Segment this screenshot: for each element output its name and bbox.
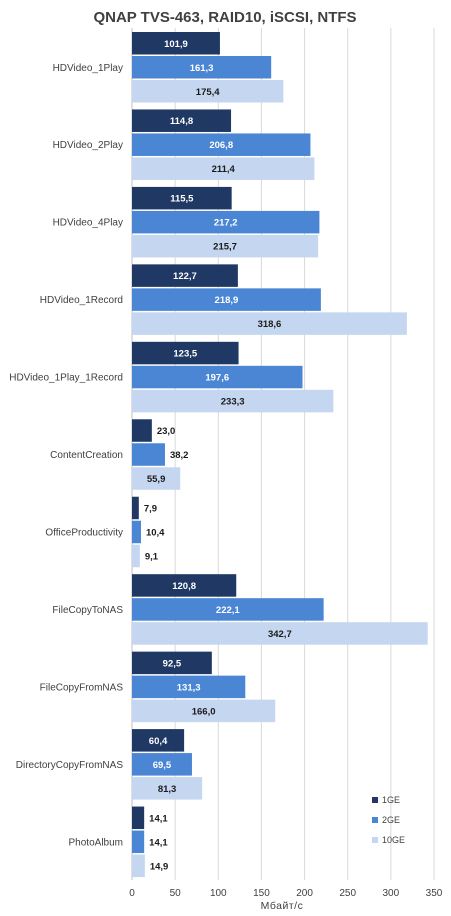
bar-2GE-DirectoryCopyFromNAS: [132, 753, 192, 776]
bar-10GE-PhotoAlbum: [132, 854, 145, 878]
bar-1GE-OfficeProductivity: [132, 496, 139, 520]
bar-1GE-HDVideo_1Play_1Record: [132, 341, 239, 365]
category-label: FileCopyFromNAS: [40, 682, 124, 693]
data-label-10GE-HDVideo_2Play: 211,4: [212, 164, 236, 175]
x-tick-label: 300: [383, 888, 400, 899]
bar-2GE-FileCopyFromNAS: [132, 675, 246, 699]
bar-1GE-FileCopyToNAS: [132, 574, 237, 597]
bar-10GE-FileCopyFromNAS: [132, 699, 276, 723]
category-label: PhotoAlbum: [69, 837, 123, 848]
bar-2GE-HDVideo_2Play: [132, 133, 311, 156]
data-label-10GE-HDVideo_4Play: 215,7: [213, 242, 237, 253]
bar-10GE-DirectoryCopyFromNAS: [132, 777, 203, 800]
bar-1GE-DirectoryCopyFromNAS: [132, 729, 185, 752]
data-label-1GE-HDVideo_2Play: 114,8: [170, 116, 193, 127]
x-tick-label: 200: [296, 888, 313, 899]
bars: [132, 32, 428, 878]
data-label-10GE-HDVideo_1Play_1Record: 233,3: [221, 397, 245, 408]
data-labels: 101,9 161,3 175,4 114,8 206,8 211,4 115,5 217,2…: [144, 39, 292, 873]
data-label-2GE-HDVideo_2Play: 206,8: [209, 140, 233, 151]
legend-label-10GE: 10GE: [382, 835, 405, 845]
x-axis-title: Мбайт/с: [261, 900, 304, 912]
data-label-1GE-HDVideo_1Play: 101,9: [164, 39, 188, 50]
category-labels: HDVideo_1Play HDVideo_2Play HDVideo_4Play H…: [9, 63, 123, 849]
legend: 1GE 2GE 10GE: [372, 795, 405, 845]
x-tick-label: 150: [253, 888, 270, 899]
data-label-1GE-HDVideo_1Record: 122,7: [173, 271, 197, 282]
legend-label-2GE: 2GE: [382, 815, 400, 825]
bar-10GE-HDVideo_1Play_1Record: [132, 389, 334, 413]
data-label-2GE-HDVideo_1Play: 161,3: [190, 63, 214, 74]
x-tick-label: 100: [210, 888, 227, 899]
data-label-10GE-OfficeProductivity: 9,1: [145, 551, 159, 562]
data-label-10GE-HDVideo_1Play: 175,4: [196, 87, 220, 98]
bar-10GE-OfficeProductivity: [132, 544, 140, 568]
x-tick-label: 50: [170, 888, 182, 899]
category-label: DirectoryCopyFromNAS: [16, 760, 124, 771]
bar-1GE-FileCopyFromNAS: [132, 651, 212, 675]
category-label: ContentCreation: [50, 450, 123, 461]
legend-swatch-2GE: [372, 817, 378, 823]
bar-2GE-ContentCreation: [132, 443, 165, 466]
data-label-1GE-ContentCreation: 23,0: [157, 426, 176, 437]
bar-2GE-HDVideo_1Record: [132, 288, 321, 311]
data-label-1GE-OfficeProductivity: 7,9: [144, 503, 157, 514]
bar-1GE-PhotoAlbum: [132, 806, 145, 830]
data-label-2GE-FileCopyFromNAS: 131,3: [177, 682, 201, 693]
bar-2GE-HDVideo_1Play: [132, 56, 272, 79]
bar-2GE-PhotoAlbum: [132, 830, 145, 854]
bar-2GE-OfficeProductivity: [132, 520, 141, 544]
category-label: OfficeProductivity: [45, 527, 123, 538]
data-label-2GE-ContentCreation: 38,2: [170, 450, 189, 461]
data-label-1GE-PhotoAlbum: 14,1: [149, 813, 168, 824]
x-tick-label: 0: [129, 888, 135, 899]
bar-1GE-HDVideo_4Play: [132, 186, 232, 210]
data-label-2GE-HDVideo_1Play_1Record: 197,6: [205, 373, 229, 384]
x-tick-label: 250: [339, 888, 356, 899]
bar-10GE-ContentCreation: [132, 467, 181, 490]
legend-label-1GE: 1GE: [382, 795, 400, 805]
legend-swatch-10GE: [372, 837, 378, 843]
bar-2GE-HDVideo_4Play: [132, 210, 320, 234]
data-label-2GE-OfficeProductivity: 10,4: [146, 527, 165, 538]
data-label-10GE-HDVideo_1Record: 318,6: [258, 319, 282, 330]
data-label-10GE-ContentCreation: 55,9: [147, 474, 166, 485]
chart-title: QNAP TVS-463, RAID10, iSCSI, NTFS: [93, 9, 356, 26]
data-label-2GE-HDVideo_1Record: 218,9: [215, 295, 239, 306]
data-label-1GE-DirectoryCopyFromNAS: 60,4: [149, 736, 168, 747]
data-label-1GE-HDVideo_4Play: 115,5: [170, 194, 194, 205]
category-label: HDVideo_1Play: [53, 63, 123, 74]
data-label-10GE-FileCopyToNAS: 342,7: [268, 629, 292, 640]
data-label-2GE-PhotoAlbum: 14,1: [149, 837, 168, 848]
bar-2GE-FileCopyToNAS: [132, 598, 324, 621]
bar-1GE-HDVideo_1Record: [132, 264, 238, 287]
data-label-2GE-FileCopyToNAS: 222,1: [216, 605, 240, 616]
data-label-1GE-HDVideo_1Play_1Record: 123,5: [173, 349, 197, 360]
bar-10GE-HDVideo_1Play: [132, 80, 284, 103]
bar-1GE-HDVideo_1Play: [132, 32, 220, 55]
bar-2GE-HDVideo_1Play_1Record: [132, 365, 303, 389]
bar-1GE-ContentCreation: [132, 419, 152, 442]
bar-1GE-HDVideo_2Play: [132, 109, 232, 132]
category-label: HDVideo_1Record: [40, 295, 123, 306]
x-axis-ticks: 0 50 100 150 200 250 300 350: [129, 888, 443, 899]
data-label-10GE-FileCopyFromNAS: 166,0: [192, 706, 216, 717]
data-label-10GE-PhotoAlbum: 14,9: [150, 861, 169, 872]
category-label: HDVideo_2Play: [53, 140, 123, 151]
data-label-10GE-DirectoryCopyFromNAS: 81,3: [158, 784, 177, 795]
data-label-1GE-FileCopyFromNAS: 92,5: [163, 658, 182, 669]
x-tick-label: 350: [426, 888, 443, 899]
legend-swatch-1GE: [372, 797, 378, 803]
data-label-2GE-DirectoryCopyFromNAS: 69,5: [153, 760, 172, 771]
bar-10GE-HDVideo_1Record: [132, 312, 407, 335]
data-label-2GE-HDVideo_4Play: 217,2: [214, 218, 238, 229]
category-label: HDVideo_1Play_1Record: [9, 373, 123, 384]
bar-10GE-HDVideo_2Play: [132, 157, 315, 180]
bar-10GE-HDVideo_4Play: [132, 234, 319, 258]
category-label: FileCopyToNAS: [52, 605, 123, 616]
category-label: HDVideo_4Play: [53, 218, 123, 229]
data-label-1GE-FileCopyToNAS: 120,8: [172, 581, 196, 592]
bar-10GE-FileCopyToNAS: [132, 622, 428, 645]
